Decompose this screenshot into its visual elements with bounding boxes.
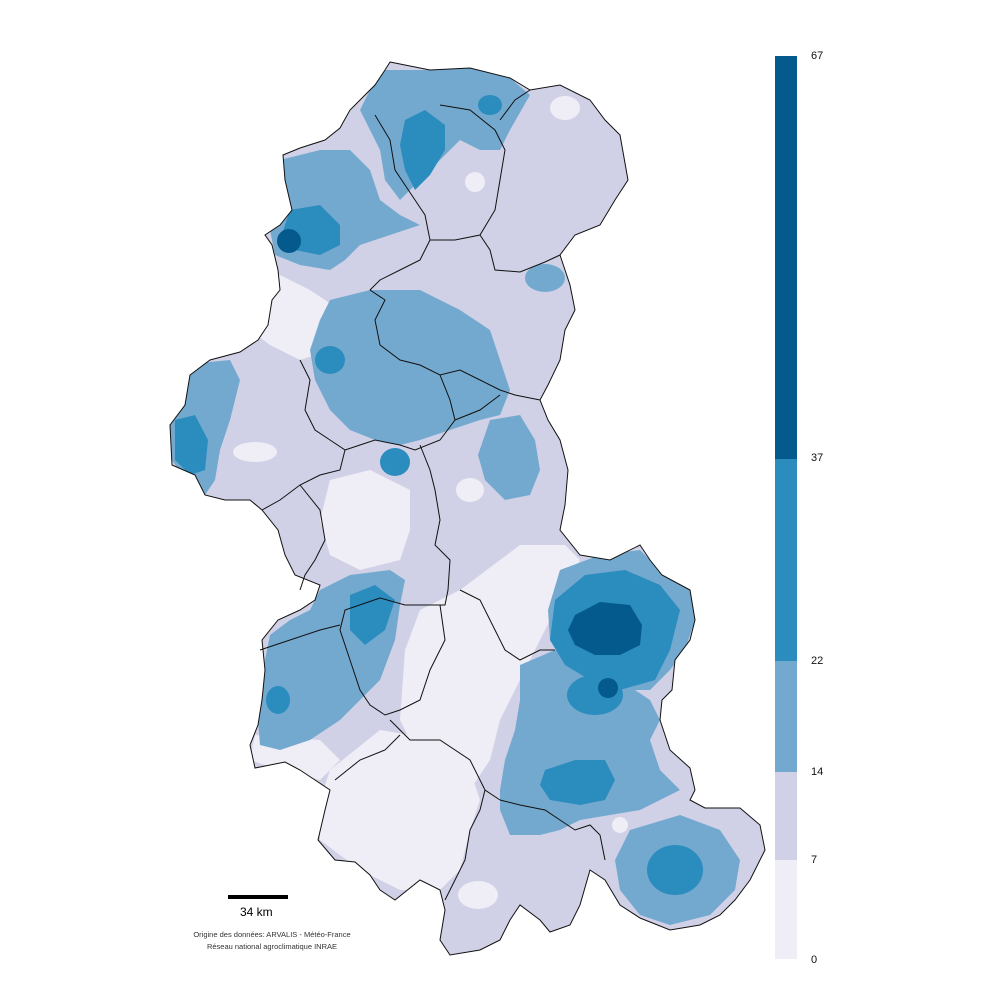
legend-band-22-37 xyxy=(775,459,797,661)
zone-0-7-south-small xyxy=(458,881,498,909)
zone-0-7-west-small xyxy=(233,442,277,462)
network-credit: Réseau national agroclimatique INRAE xyxy=(206,942,338,951)
zone-0-7-north xyxy=(465,172,485,192)
zone-37-67-east xyxy=(568,602,642,655)
zone-0-7-center xyxy=(320,470,410,570)
department-border-15 xyxy=(499,799,606,861)
department-border-3 xyxy=(499,89,531,121)
department-border-7 xyxy=(261,359,346,511)
zone-0-7-south xyxy=(320,730,480,890)
zone-22-37-southeast xyxy=(540,760,615,805)
department-border-1 xyxy=(369,114,431,291)
department-border-5 xyxy=(369,289,541,401)
legend-band-14-22 xyxy=(775,661,797,772)
zone-0-7-middle xyxy=(400,545,580,790)
department-border-9 xyxy=(379,444,451,606)
department-border-16 xyxy=(334,734,401,781)
legend-tick-14: 14 xyxy=(811,766,824,778)
zone-22-37-west xyxy=(175,415,208,475)
department-border-13 xyxy=(389,719,501,801)
zone-14-22-central-north xyxy=(310,290,510,445)
department-border-8 xyxy=(454,394,501,421)
zone-22-37-west-spot xyxy=(266,686,290,714)
zone-37-67-southeast xyxy=(598,678,618,698)
department-border-2 xyxy=(430,104,506,241)
department-border-10 xyxy=(299,484,326,591)
zone-14-22-east xyxy=(478,415,540,500)
legend-tick-37: 37 xyxy=(811,452,824,464)
zone-37-67-west xyxy=(277,229,301,253)
department-border-17 xyxy=(259,624,341,651)
zone-0-7-northeast xyxy=(550,96,580,120)
scale-bar xyxy=(228,895,288,899)
data-source-credit: Origine des données: ARVALIS - Météo-Fra… xyxy=(193,930,351,939)
legend-tick-7: 7 xyxy=(811,854,818,866)
department-border-6 xyxy=(344,374,456,451)
legend-band-37-67 xyxy=(775,56,797,459)
zone-22-37-central-spot xyxy=(315,346,345,374)
zone-14-22-east-small xyxy=(525,264,565,292)
department-border-12 xyxy=(339,597,446,716)
department-border-11 xyxy=(459,589,555,661)
region-outline xyxy=(169,61,766,956)
zone-22-37-central-south-spot xyxy=(380,448,410,476)
zone-22-37-far-southeast xyxy=(647,845,703,895)
legend-tick-67: 67 xyxy=(811,50,824,62)
legend-band-0-7 xyxy=(775,860,797,959)
zone-0-7-southeast-small xyxy=(612,817,628,833)
zone-22-37-north xyxy=(400,110,445,190)
scale-label: 34 km xyxy=(240,905,273,919)
zone-22-37-southwest xyxy=(350,585,395,645)
department-border-14 xyxy=(444,789,486,901)
zone-22-37-north-spot xyxy=(478,95,502,115)
department-border-4 xyxy=(479,234,561,273)
legend-band-7-14 xyxy=(775,772,797,860)
zone-0-7-center-small xyxy=(456,478,484,502)
legend-tick-0: 0 xyxy=(811,954,818,966)
legend-tick-22: 22 xyxy=(811,655,824,667)
